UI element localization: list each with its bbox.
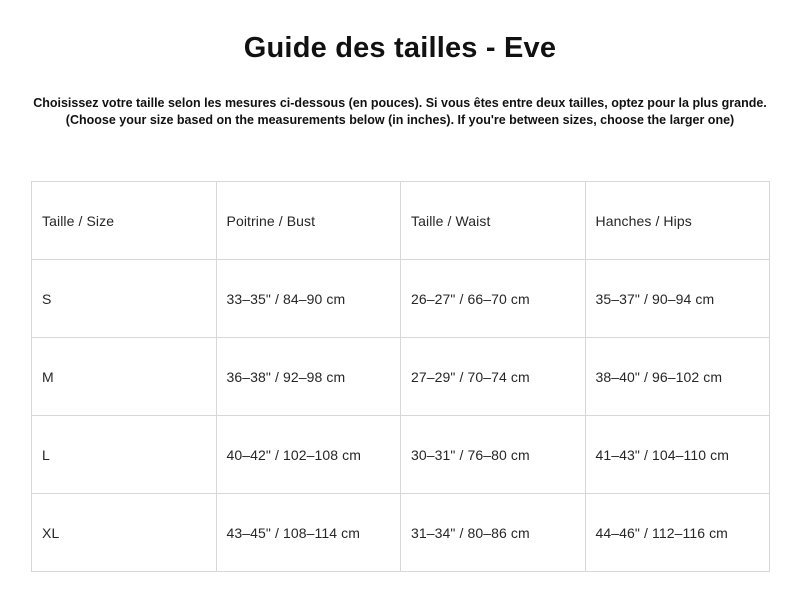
waist-cell: 27–29" / 70–74 cm xyxy=(400,337,586,416)
hips-cell: 41–43" / 104–110 cm xyxy=(584,415,770,494)
size-guide-table: Taille / Size Poitrine / Bust Taille / W… xyxy=(31,181,770,572)
size-cell: M xyxy=(31,337,217,416)
table-row-s: S 33–35" / 84–90 cm 26–27" / 66–70 cm 35… xyxy=(31,259,770,338)
bust-cell: 33–35" / 84–90 cm xyxy=(215,259,401,338)
bust-cell: 40–42" / 102–108 cm xyxy=(215,415,401,494)
hips-cell: 35–37" / 90–94 cm xyxy=(584,259,770,338)
table-header-row: Taille / Size Poitrine / Bust Taille / W… xyxy=(31,181,770,260)
subtitle-line-french: Choisissez votre taille selon les mesure… xyxy=(33,96,767,110)
size-cell: XL xyxy=(31,493,217,572)
subtitle-line-english: (Choose your size based on the measureme… xyxy=(65,113,735,127)
table-row-l: L 40–42" / 102–108 cm 30–31" / 76–80 cm … xyxy=(31,415,770,494)
table-row-m: M 36–38" / 92–98 cm 27–29" / 70–74 cm 38… xyxy=(31,337,770,416)
hips-cell: 38–40" / 96–102 cm xyxy=(584,337,770,416)
size-cell: L xyxy=(31,415,217,494)
waist-cell: 31–34" / 80–86 cm xyxy=(400,493,586,572)
hips-cell: 44–46" / 112–116 cm xyxy=(584,493,770,572)
bust-cell: 43–45" / 108–114 cm xyxy=(215,493,401,572)
page-subtitle: Choisissez votre taille selon les mesure… xyxy=(0,95,800,129)
column-header-size: Taille / Size xyxy=(31,181,217,260)
column-header-waist: Taille / Waist xyxy=(400,181,586,260)
column-header-hips: Hanches / Hips xyxy=(584,181,770,260)
size-cell: S xyxy=(31,259,217,338)
page-title: Guide des tailles - Eve xyxy=(243,32,557,64)
column-header-bust: Poitrine / Bust xyxy=(215,181,401,260)
bust-cell: 36–38" / 92–98 cm xyxy=(215,337,401,416)
table-row-xl: XL 43–45" / 108–114 cm 31–34" / 80–86 cm… xyxy=(31,493,770,572)
waist-cell: 30–31" / 76–80 cm xyxy=(400,415,586,494)
waist-cell: 26–27" / 66–70 cm xyxy=(400,259,586,338)
